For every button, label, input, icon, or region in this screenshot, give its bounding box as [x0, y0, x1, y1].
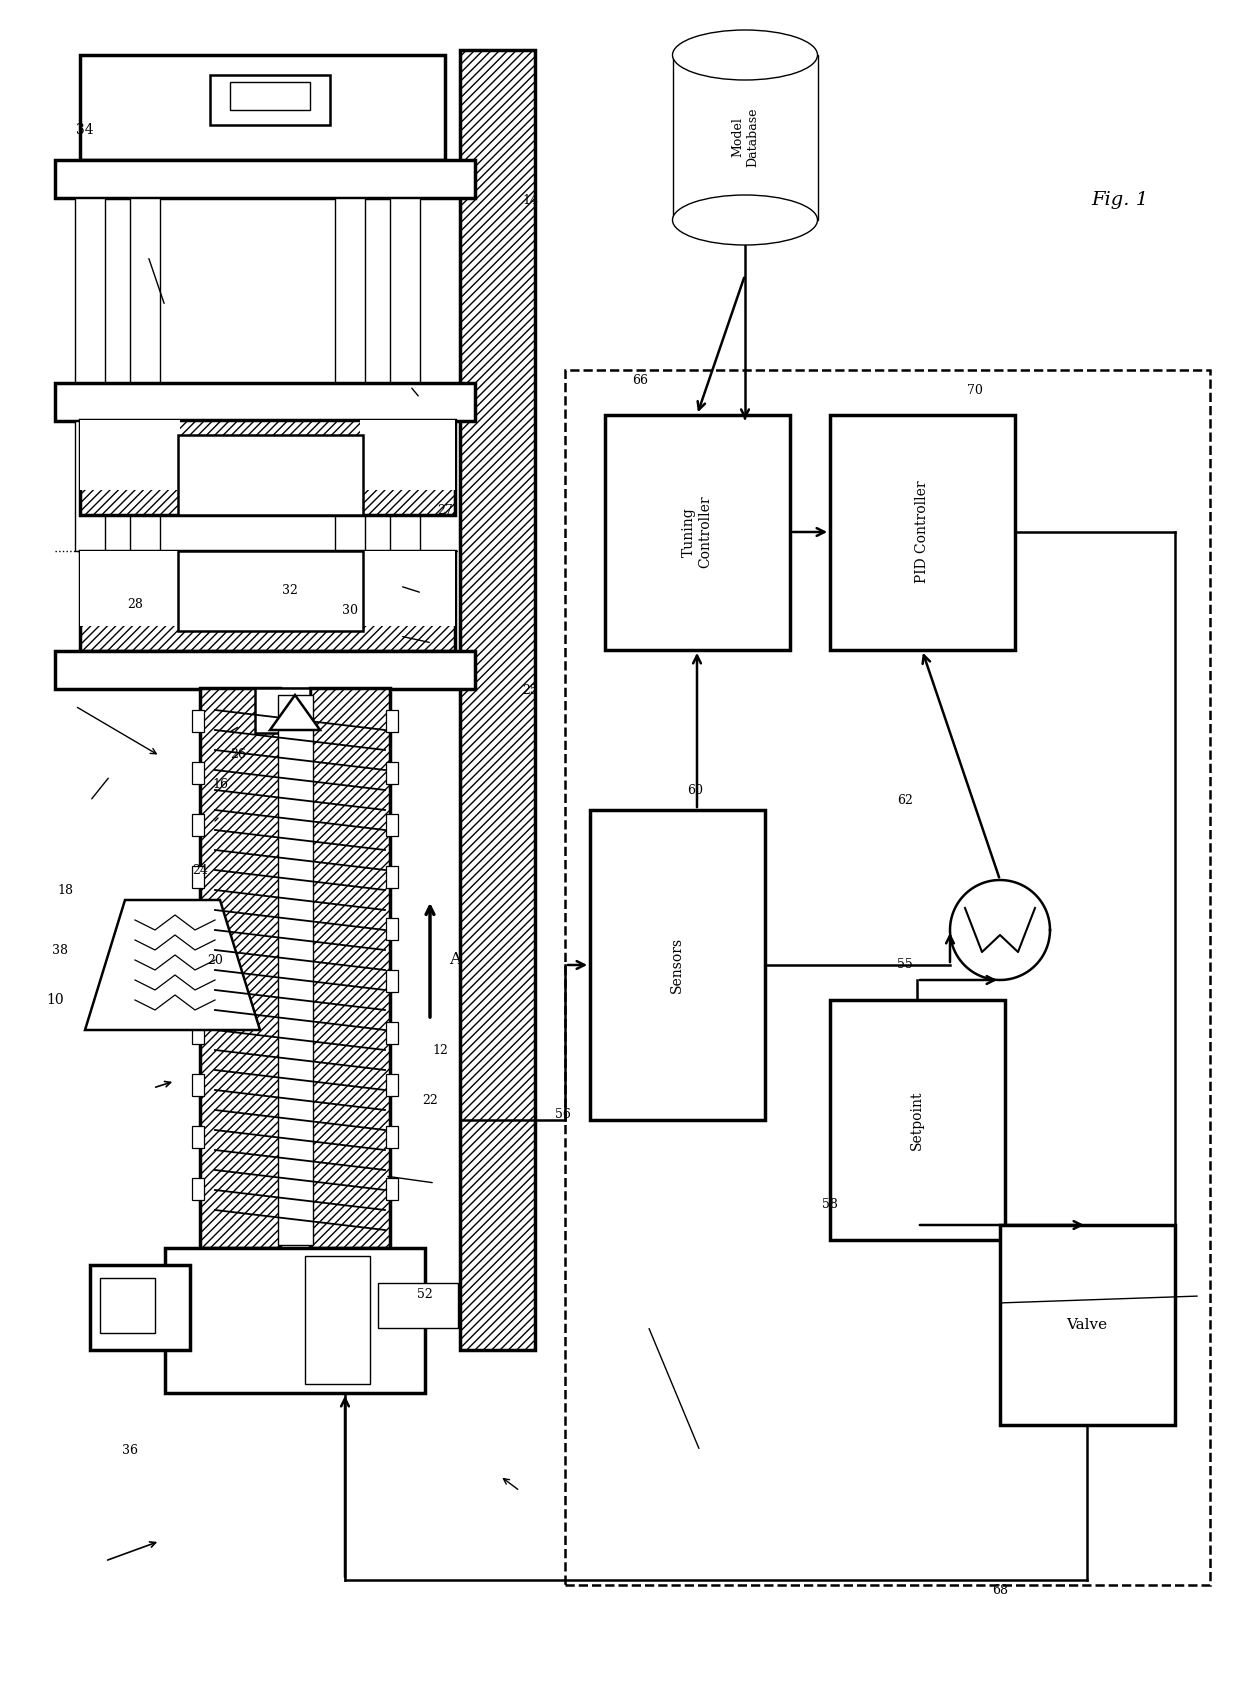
Text: A: A: [449, 951, 461, 968]
Bar: [81, 421, 180, 490]
Bar: [192, 814, 205, 836]
Bar: [305, 1257, 370, 1384]
Bar: [81, 421, 455, 516]
Bar: [192, 1023, 205, 1045]
Text: 68: 68: [992, 1584, 1008, 1596]
Bar: [386, 1179, 398, 1201]
Text: 58: 58: [822, 1199, 838, 1211]
Text: 12: 12: [432, 1043, 448, 1057]
Bar: [100, 1279, 155, 1333]
Bar: [192, 1074, 205, 1096]
Bar: [565, 370, 1210, 1586]
Text: 38: 38: [52, 943, 68, 957]
Text: 62: 62: [897, 794, 913, 807]
Bar: [55, 159, 475, 198]
Bar: [81, 551, 180, 626]
Text: 25: 25: [522, 683, 538, 697]
Text: 52: 52: [417, 1289, 433, 1301]
Bar: [91, 1265, 190, 1350]
Text: Setpoint: Setpoint: [910, 1091, 924, 1150]
Text: 70: 70: [967, 383, 983, 397]
Bar: [81, 54, 445, 159]
Bar: [192, 867, 205, 889]
Bar: [335, 198, 365, 383]
Bar: [200, 689, 280, 1248]
Bar: [386, 1126, 398, 1148]
Bar: [210, 75, 330, 126]
Bar: [460, 49, 534, 1350]
Polygon shape: [270, 695, 320, 729]
Text: 14: 14: [522, 193, 538, 207]
Bar: [386, 762, 398, 784]
Text: 10: 10: [46, 992, 63, 1007]
Text: 34: 34: [76, 124, 94, 137]
Text: 26: 26: [231, 748, 246, 762]
Text: 20: 20: [207, 953, 223, 967]
Bar: [55, 383, 475, 421]
Bar: [130, 421, 160, 551]
Polygon shape: [86, 901, 260, 1029]
Ellipse shape: [672, 31, 817, 80]
Bar: [192, 1179, 205, 1201]
Bar: [192, 918, 205, 940]
Text: 56: 56: [556, 1109, 570, 1121]
Text: 22: 22: [422, 1094, 438, 1106]
Text: PID Controller: PID Controller: [915, 480, 929, 583]
Text: 30: 30: [342, 604, 358, 617]
Bar: [335, 421, 365, 551]
Bar: [386, 970, 398, 992]
Bar: [179, 434, 363, 516]
Bar: [55, 651, 475, 689]
Text: Valve: Valve: [1066, 1318, 1107, 1331]
Bar: [74, 421, 105, 551]
Bar: [130, 198, 160, 383]
Bar: [360, 551, 455, 626]
Bar: [278, 695, 312, 1245]
Ellipse shape: [672, 195, 817, 244]
Text: Fig. 1: Fig. 1: [1091, 192, 1148, 209]
Text: Model
Database: Model Database: [732, 107, 759, 166]
Text: 28: 28: [126, 599, 143, 612]
Text: 24: 24: [192, 863, 208, 877]
Bar: [192, 970, 205, 992]
Bar: [192, 711, 205, 733]
Bar: [74, 198, 105, 383]
Bar: [165, 1248, 425, 1392]
Bar: [386, 814, 398, 836]
Bar: [229, 81, 310, 110]
Bar: [386, 867, 398, 889]
Bar: [378, 1282, 458, 1328]
Bar: [999, 1225, 1176, 1425]
Bar: [310, 689, 391, 1248]
Text: 18: 18: [57, 884, 73, 897]
Bar: [386, 711, 398, 733]
Bar: [386, 1023, 398, 1045]
Text: 27: 27: [438, 504, 453, 517]
Text: 55: 55: [897, 958, 913, 972]
Bar: [391, 421, 420, 551]
Text: Tuning
Controller: Tuning Controller: [682, 495, 712, 568]
Bar: [81, 551, 455, 651]
Bar: [179, 551, 363, 631]
Bar: [386, 1074, 398, 1096]
Bar: [192, 762, 205, 784]
Bar: [255, 689, 310, 733]
Text: Sensors: Sensors: [670, 936, 684, 994]
Bar: [673, 54, 818, 220]
Text: 32: 32: [281, 583, 298, 597]
Bar: [830, 1001, 1004, 1240]
Bar: [386, 918, 398, 940]
Bar: [590, 811, 765, 1119]
Bar: [605, 416, 790, 650]
Text: 16: 16: [212, 778, 228, 792]
Text: 36: 36: [122, 1443, 138, 1457]
Bar: [192, 1126, 205, 1148]
Bar: [360, 421, 455, 490]
Bar: [391, 198, 420, 383]
Bar: [830, 416, 1016, 650]
Text: 66: 66: [632, 373, 649, 387]
Text: 60: 60: [687, 784, 703, 797]
